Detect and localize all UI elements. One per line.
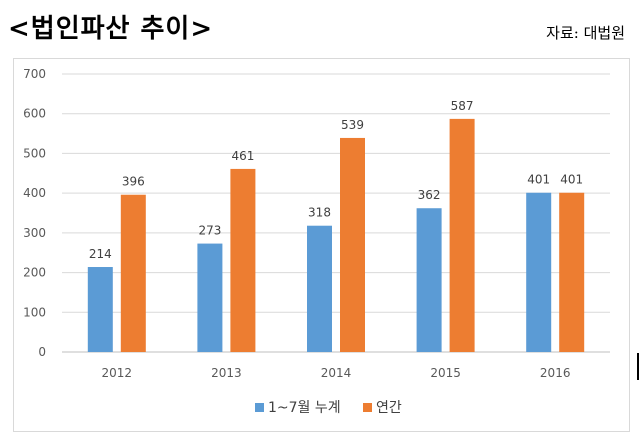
bar (340, 137, 365, 352)
y-tick-label: 0 (38, 345, 46, 359)
legend-swatch (363, 403, 372, 412)
x-tick-label: 2014 (321, 366, 352, 380)
data-label: 401 (527, 173, 550, 187)
legend-label: 연간 (376, 400, 402, 416)
y-tick-label: 200 (23, 266, 46, 280)
y-tick-label: 600 (23, 107, 46, 121)
data-label: 318 (308, 206, 331, 220)
x-tick-label: 2015 (430, 366, 461, 380)
legend-label: 1~7월 누계 (268, 400, 341, 416)
bar (87, 267, 113, 352)
data-label: 461 (231, 149, 254, 163)
bar (416, 208, 442, 352)
x-tick-label: 2013 (211, 366, 242, 380)
bar (526, 192, 552, 352)
gridlines (62, 73, 610, 353)
x-tick-label: 2016 (540, 366, 571, 380)
data-label: 273 (198, 224, 221, 238)
legend-swatch (255, 403, 264, 412)
data-label: 539 (341, 118, 364, 132)
bars (87, 118, 585, 353)
bar (197, 243, 223, 352)
y-tick-label: 100 (23, 305, 46, 319)
bar (449, 118, 475, 353)
x-axis: 2012 2013 2014 2015 2016 (102, 366, 571, 380)
y-tick-label: 300 (23, 226, 46, 240)
bar (230, 168, 256, 352)
bar (559, 192, 585, 352)
legend: 1~7월 누계 연간 (255, 400, 402, 416)
bar (307, 225, 332, 352)
data-label: 362 (418, 188, 441, 202)
source-note: 자료: 대법원 (546, 24, 625, 42)
y-tick-label: 400 (23, 186, 46, 200)
bar (120, 194, 146, 352)
x-tick-label: 2012 (102, 366, 133, 380)
data-label: 214 (89, 247, 112, 261)
text-cursor-mark (637, 353, 639, 380)
chart-title: <법인파산 추이> (8, 14, 214, 44)
y-tick-label: 700 (23, 67, 46, 81)
data-label: 587 (451, 99, 474, 113)
y-axis: 0 100 200 300 400 500 600 700 (23, 67, 46, 359)
data-labels: 214 396 273 461 318 539 362 587 401 401 (89, 99, 583, 261)
data-label: 396 (122, 175, 145, 189)
y-tick-label: 500 (23, 146, 46, 160)
data-label: 401 (560, 173, 583, 187)
